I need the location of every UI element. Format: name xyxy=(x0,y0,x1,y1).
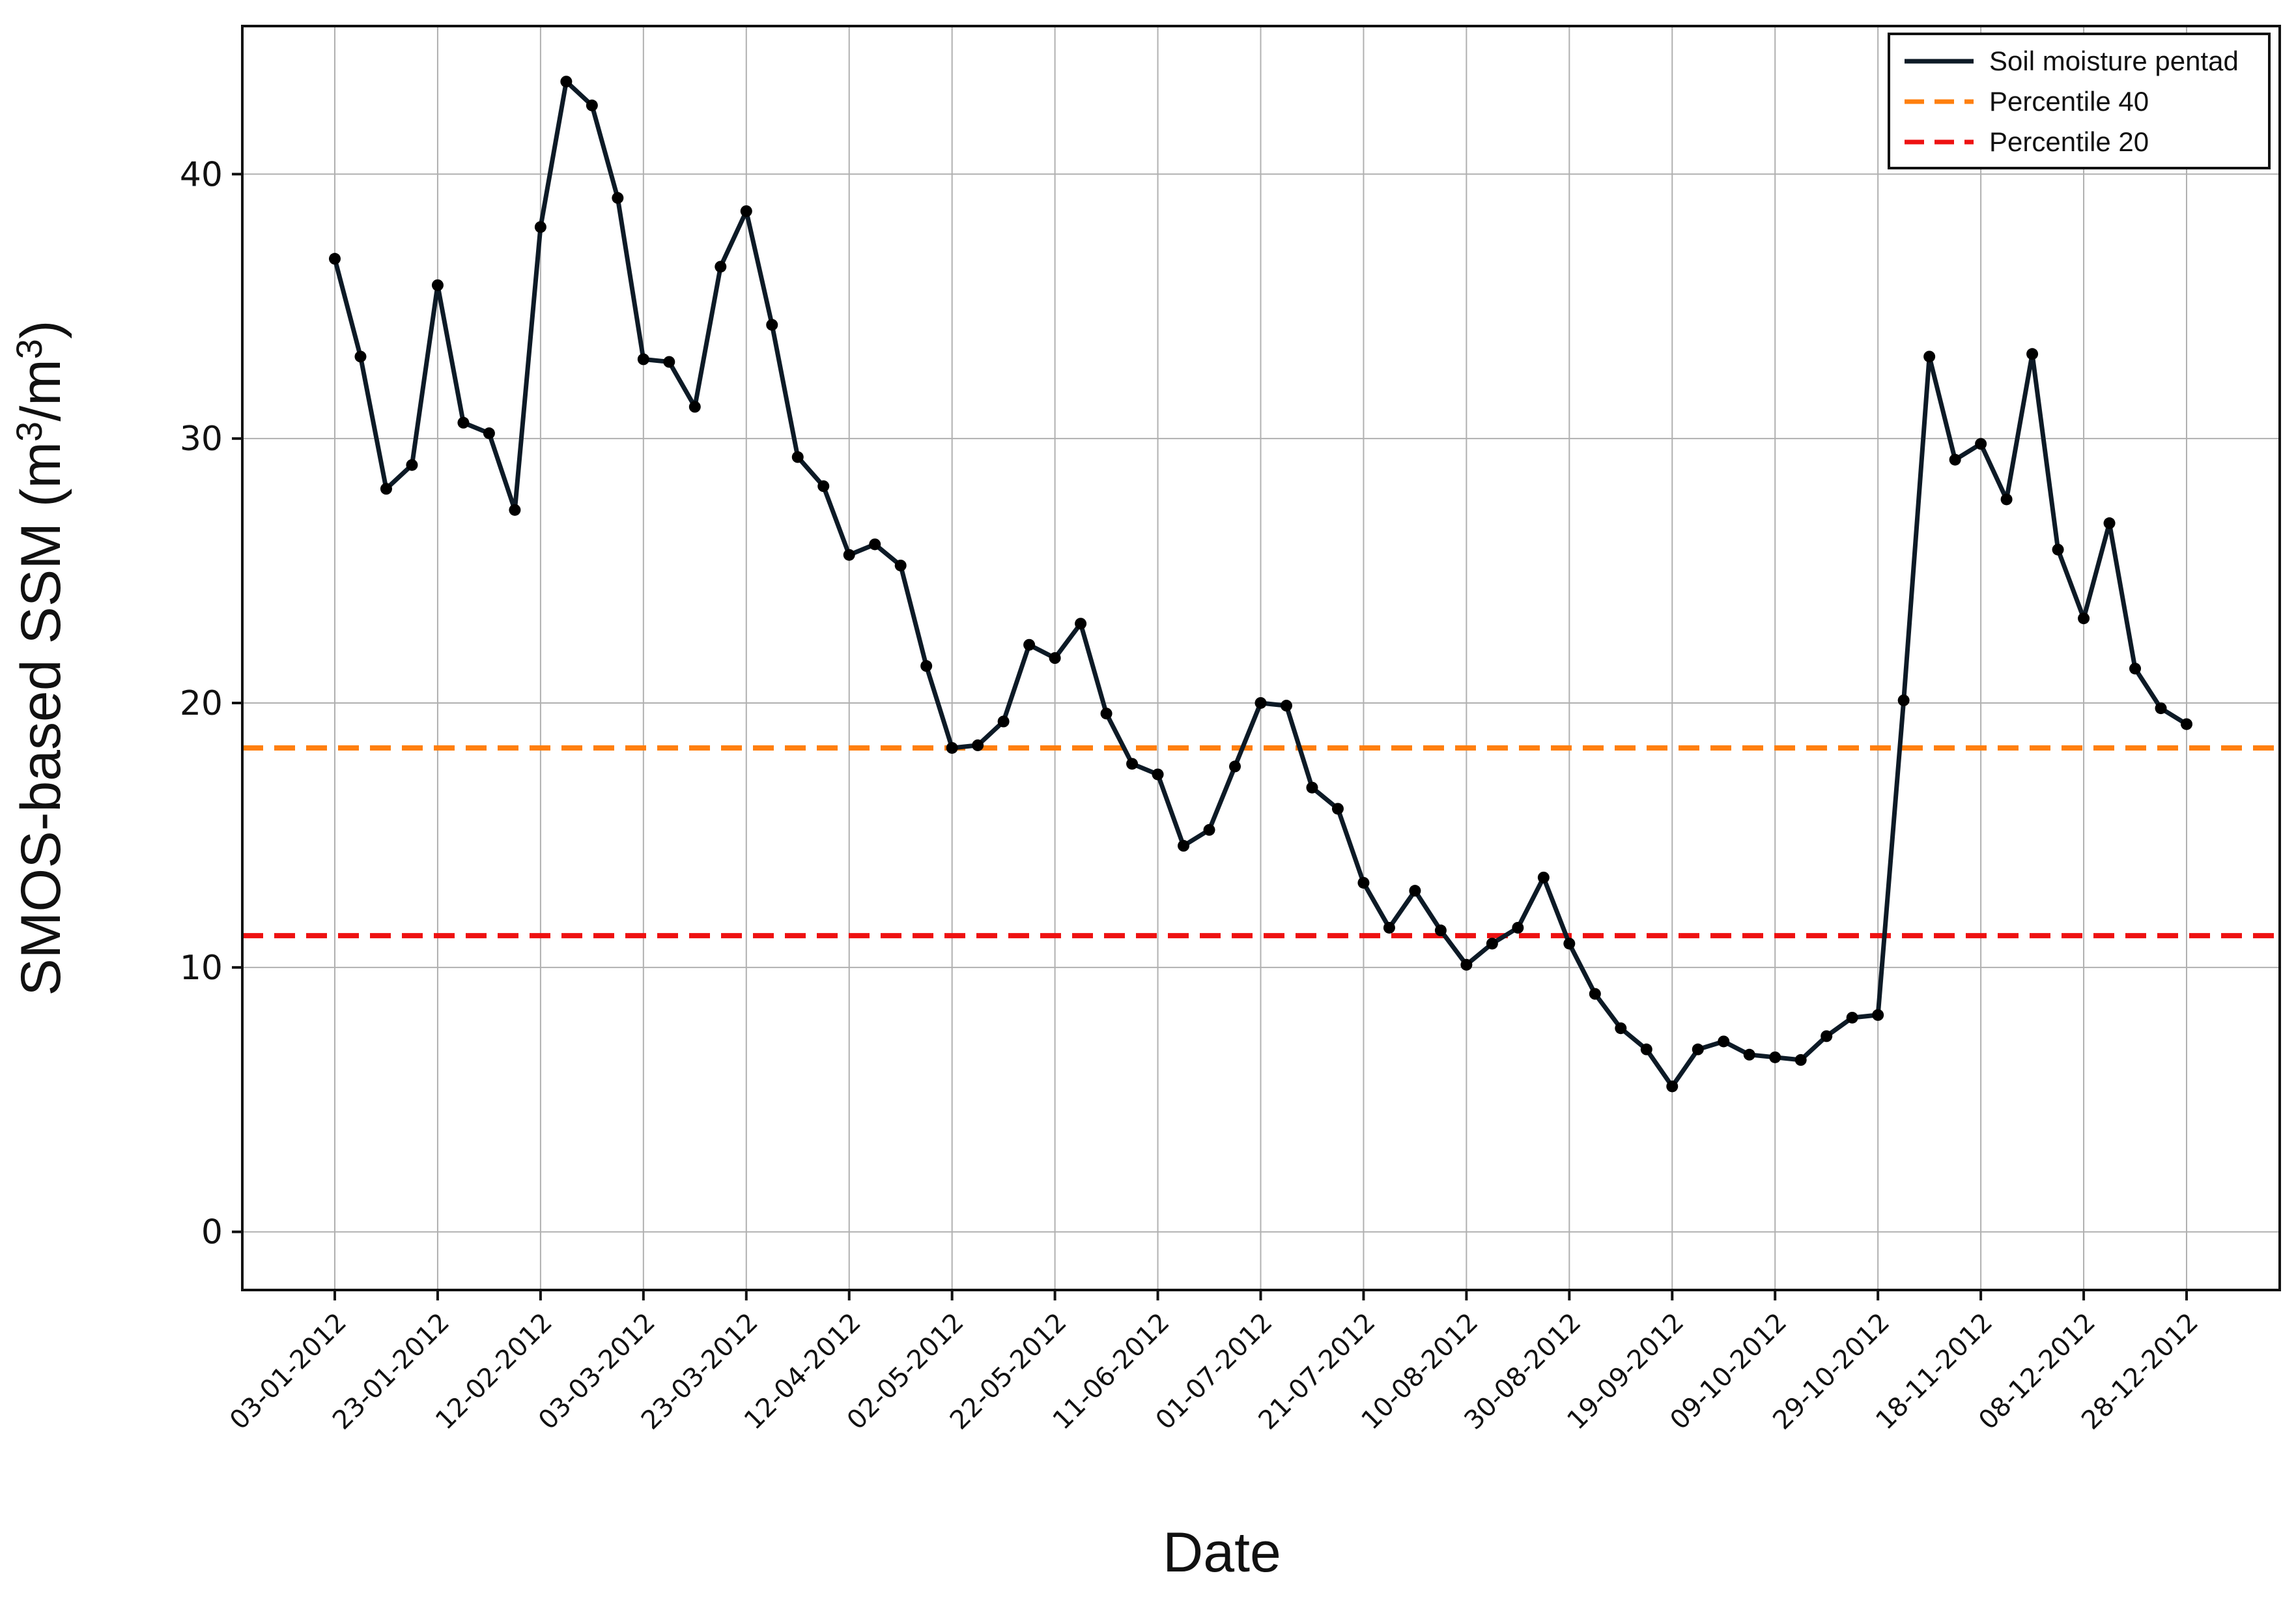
soil-moisture-point xyxy=(329,253,341,265)
soil-moisture-point xyxy=(1640,1043,1652,1055)
soil-moisture-point xyxy=(1718,1035,1730,1048)
soil-moisture-point xyxy=(1692,1043,1704,1055)
soil-moisture-point xyxy=(817,480,830,493)
soil-moisture-point xyxy=(354,351,367,363)
y-tick-label: 0 xyxy=(201,1213,223,1252)
soil-moisture-point xyxy=(1794,1054,1807,1066)
legend-label-percentile-20: Percentile 20 xyxy=(1989,126,2149,157)
y-tick-label: 30 xyxy=(180,420,223,459)
soil-moisture-point xyxy=(1152,768,1164,781)
soil-moisture-point xyxy=(715,261,727,273)
soil-moisture-point xyxy=(637,353,649,366)
soil-moisture-point xyxy=(843,549,855,561)
y-axis: 0 10 20 30 40 xyxy=(180,155,242,1252)
soil-moisture-point xyxy=(534,221,546,233)
x-axis-title: Date xyxy=(1163,1521,1281,1584)
soil-moisture-point xyxy=(1409,885,1421,897)
soil-moisture-point xyxy=(2103,517,2116,530)
soil-moisture-point xyxy=(1075,618,1087,630)
soil-moisture-point xyxy=(869,538,881,551)
soil-moisture-point xyxy=(2181,718,2192,730)
soil-moisture-point xyxy=(1331,803,1344,815)
soil-moisture-point xyxy=(1280,700,1292,712)
soil-moisture-point xyxy=(920,660,933,672)
soil-moisture-point xyxy=(1872,1009,1884,1021)
soil-moisture-point xyxy=(663,356,675,368)
soil-moisture-point xyxy=(1537,871,1550,883)
legend-label-soil-moisture: Soil moisture pentad xyxy=(1989,46,2239,76)
soil-moisture-point xyxy=(1203,824,1215,836)
y-tick-label: 10 xyxy=(180,949,223,988)
soil-moisture-point xyxy=(1743,1048,1755,1061)
soil-moisture-point xyxy=(1821,1030,1833,1042)
soil-moisture-point xyxy=(586,99,598,111)
soil-moisture-point xyxy=(2052,543,2064,556)
soil-moisture-point xyxy=(380,483,392,495)
soil-moisture-point xyxy=(1589,988,1601,1000)
grid xyxy=(242,26,2280,1290)
soil-moisture-point xyxy=(1769,1051,1781,1063)
legend-label-percentile-40: Percentile 40 xyxy=(1989,86,2149,117)
soil-moisture-point xyxy=(972,739,984,751)
soil-moisture-point xyxy=(406,459,418,471)
series-soil-moisture xyxy=(329,76,2192,1093)
legend: Soil moisture pentad Percentile 40 Perce… xyxy=(1888,33,2271,169)
soil-moisture-point xyxy=(946,741,958,754)
soil-moisture-point xyxy=(509,504,521,516)
soil-moisture-point xyxy=(1023,638,1036,651)
soil-moisture-point xyxy=(1615,1022,1627,1035)
soil-moisture-point xyxy=(1100,708,1113,720)
reference-lines xyxy=(242,745,2280,939)
soil-moisture-point xyxy=(1486,938,1498,950)
soil-moisture-point xyxy=(1254,696,1267,709)
soil-moisture-point xyxy=(1434,925,1447,937)
soil-moisture-point xyxy=(1897,694,1910,706)
soil-moisture-point xyxy=(740,205,752,218)
soil-moisture-point xyxy=(2078,612,2090,625)
y-tick-label: 40 xyxy=(180,155,223,194)
soil-moisture-point xyxy=(1306,781,1318,794)
soil-moisture-point xyxy=(560,76,573,88)
soil-moisture-point xyxy=(791,451,804,463)
soil-moisture-point xyxy=(1846,1011,1858,1024)
soil-moisture-point xyxy=(1383,921,1395,934)
soil-moisture-point xyxy=(1126,758,1139,770)
y-tick-label: 20 xyxy=(180,684,223,723)
y-axis-title: SMOS-based SSM (m3/m3) xyxy=(8,320,72,996)
soil-moisture-point xyxy=(1460,958,1473,971)
soil-moisture-point xyxy=(1357,876,1370,889)
soil-moisture-point xyxy=(1049,652,1061,664)
soil-moisture-point xyxy=(1229,760,1241,773)
soil-moisture-point xyxy=(612,192,624,204)
soil-moisture-point xyxy=(2026,348,2039,360)
soil-moisture-point xyxy=(1949,453,1961,466)
soil-moisture-point xyxy=(1923,351,1936,363)
soil-moisture-point xyxy=(483,427,495,440)
soil-moisture-point xyxy=(1666,1080,1679,1093)
soil-moisture-point xyxy=(2129,663,2142,675)
soil-moisture-point xyxy=(997,715,1010,728)
soil-moisture-point xyxy=(894,559,907,571)
soil-moisture-point xyxy=(766,319,778,331)
soil-moisture-point xyxy=(1512,921,1524,934)
soil-moisture-point xyxy=(1178,840,1190,852)
soil-moisture-point xyxy=(1975,438,1987,450)
soil-moisture-point xyxy=(688,401,701,413)
soil-moisture-point xyxy=(1563,938,1576,950)
soil-moisture-point xyxy=(2155,702,2167,715)
soil-moisture-point xyxy=(2000,493,2013,506)
soil-moisture-point xyxy=(457,416,470,429)
soil-moisture-point xyxy=(431,279,444,291)
